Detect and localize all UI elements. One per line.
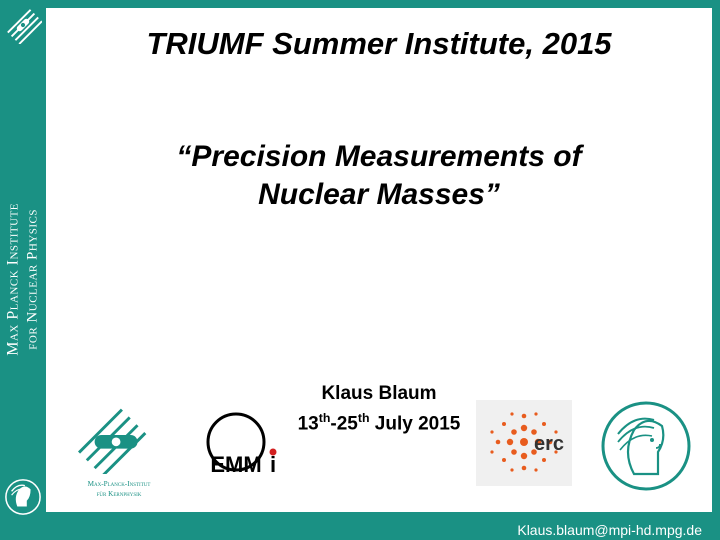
minerva-small-icon: [4, 478, 42, 516]
minerva-logo: [600, 400, 692, 492]
svg-text:i: i: [270, 452, 276, 477]
mpik-caption1: Max-Planck-Institut: [64, 481, 174, 489]
sidebar-institute-label: Max Planck Institute for Nuclear Physics: [4, 203, 43, 356]
footer-email: Klaus.blaum@mpi-hd.mpg.de: [517, 522, 702, 538]
emmi-label: EMM: [210, 452, 261, 477]
footer-bar: Klaus.blaum@mpi-hd.mpg.de: [46, 520, 712, 540]
subtitle-line2: Nuclear Masses”: [258, 178, 500, 211]
content-panel: TRIUMF Summer Institute, 2015 “Precision…: [46, 8, 712, 512]
subtitle-line1: “Precision Measurements of: [176, 140, 581, 173]
sidebar-line1: Max Planck Institute: [4, 203, 24, 356]
mpik-diamond-icon: [4, 6, 42, 44]
sidebar-line2: for Nuclear Physics: [24, 203, 43, 356]
emmi-logo: EMM i: [196, 410, 286, 480]
slide-frame: Max Planck Institute for Nuclear Physics…: [0, 0, 720, 540]
mpik-logo: Max-Planck-Institut für Kernphysik: [64, 396, 174, 500]
logo-row: Max-Planck-Institut für Kernphysik EMM i: [46, 390, 712, 500]
slide-subtitle: “Precision Measurements of Nuclear Masse…: [46, 138, 712, 213]
mpik-caption2: für Kernphysik: [64, 491, 174, 499]
erc-logo: erc: [476, 400, 572, 486]
erc-label: erc: [534, 433, 564, 455]
sidebar: Max Planck Institute for Nuclear Physics: [0, 0, 46, 540]
slide-headline: TRIUMF Summer Institute, 2015: [46, 26, 712, 62]
